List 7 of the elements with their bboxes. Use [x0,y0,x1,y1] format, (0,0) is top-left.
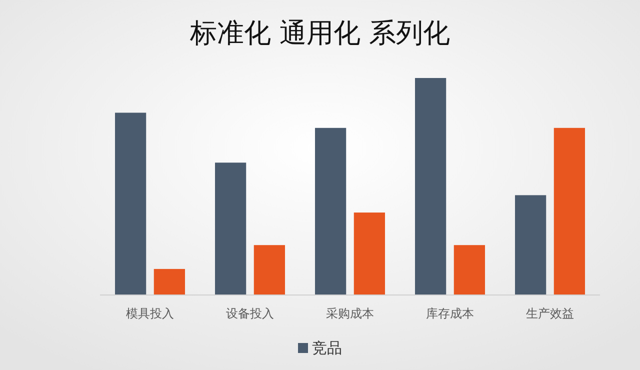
x-tick-label: 设备投入 [226,306,274,321]
x-tick-label: 库存成本 [426,306,474,321]
legend-label: 竞品 [312,339,342,357]
chart-title: 标准化 通用化 系列化 [188,18,450,49]
x-tick-label: 模具投入 [126,306,174,321]
x-tick-label: 采购成本 [326,306,374,321]
x-tick-label: 生产效益 [526,306,574,321]
